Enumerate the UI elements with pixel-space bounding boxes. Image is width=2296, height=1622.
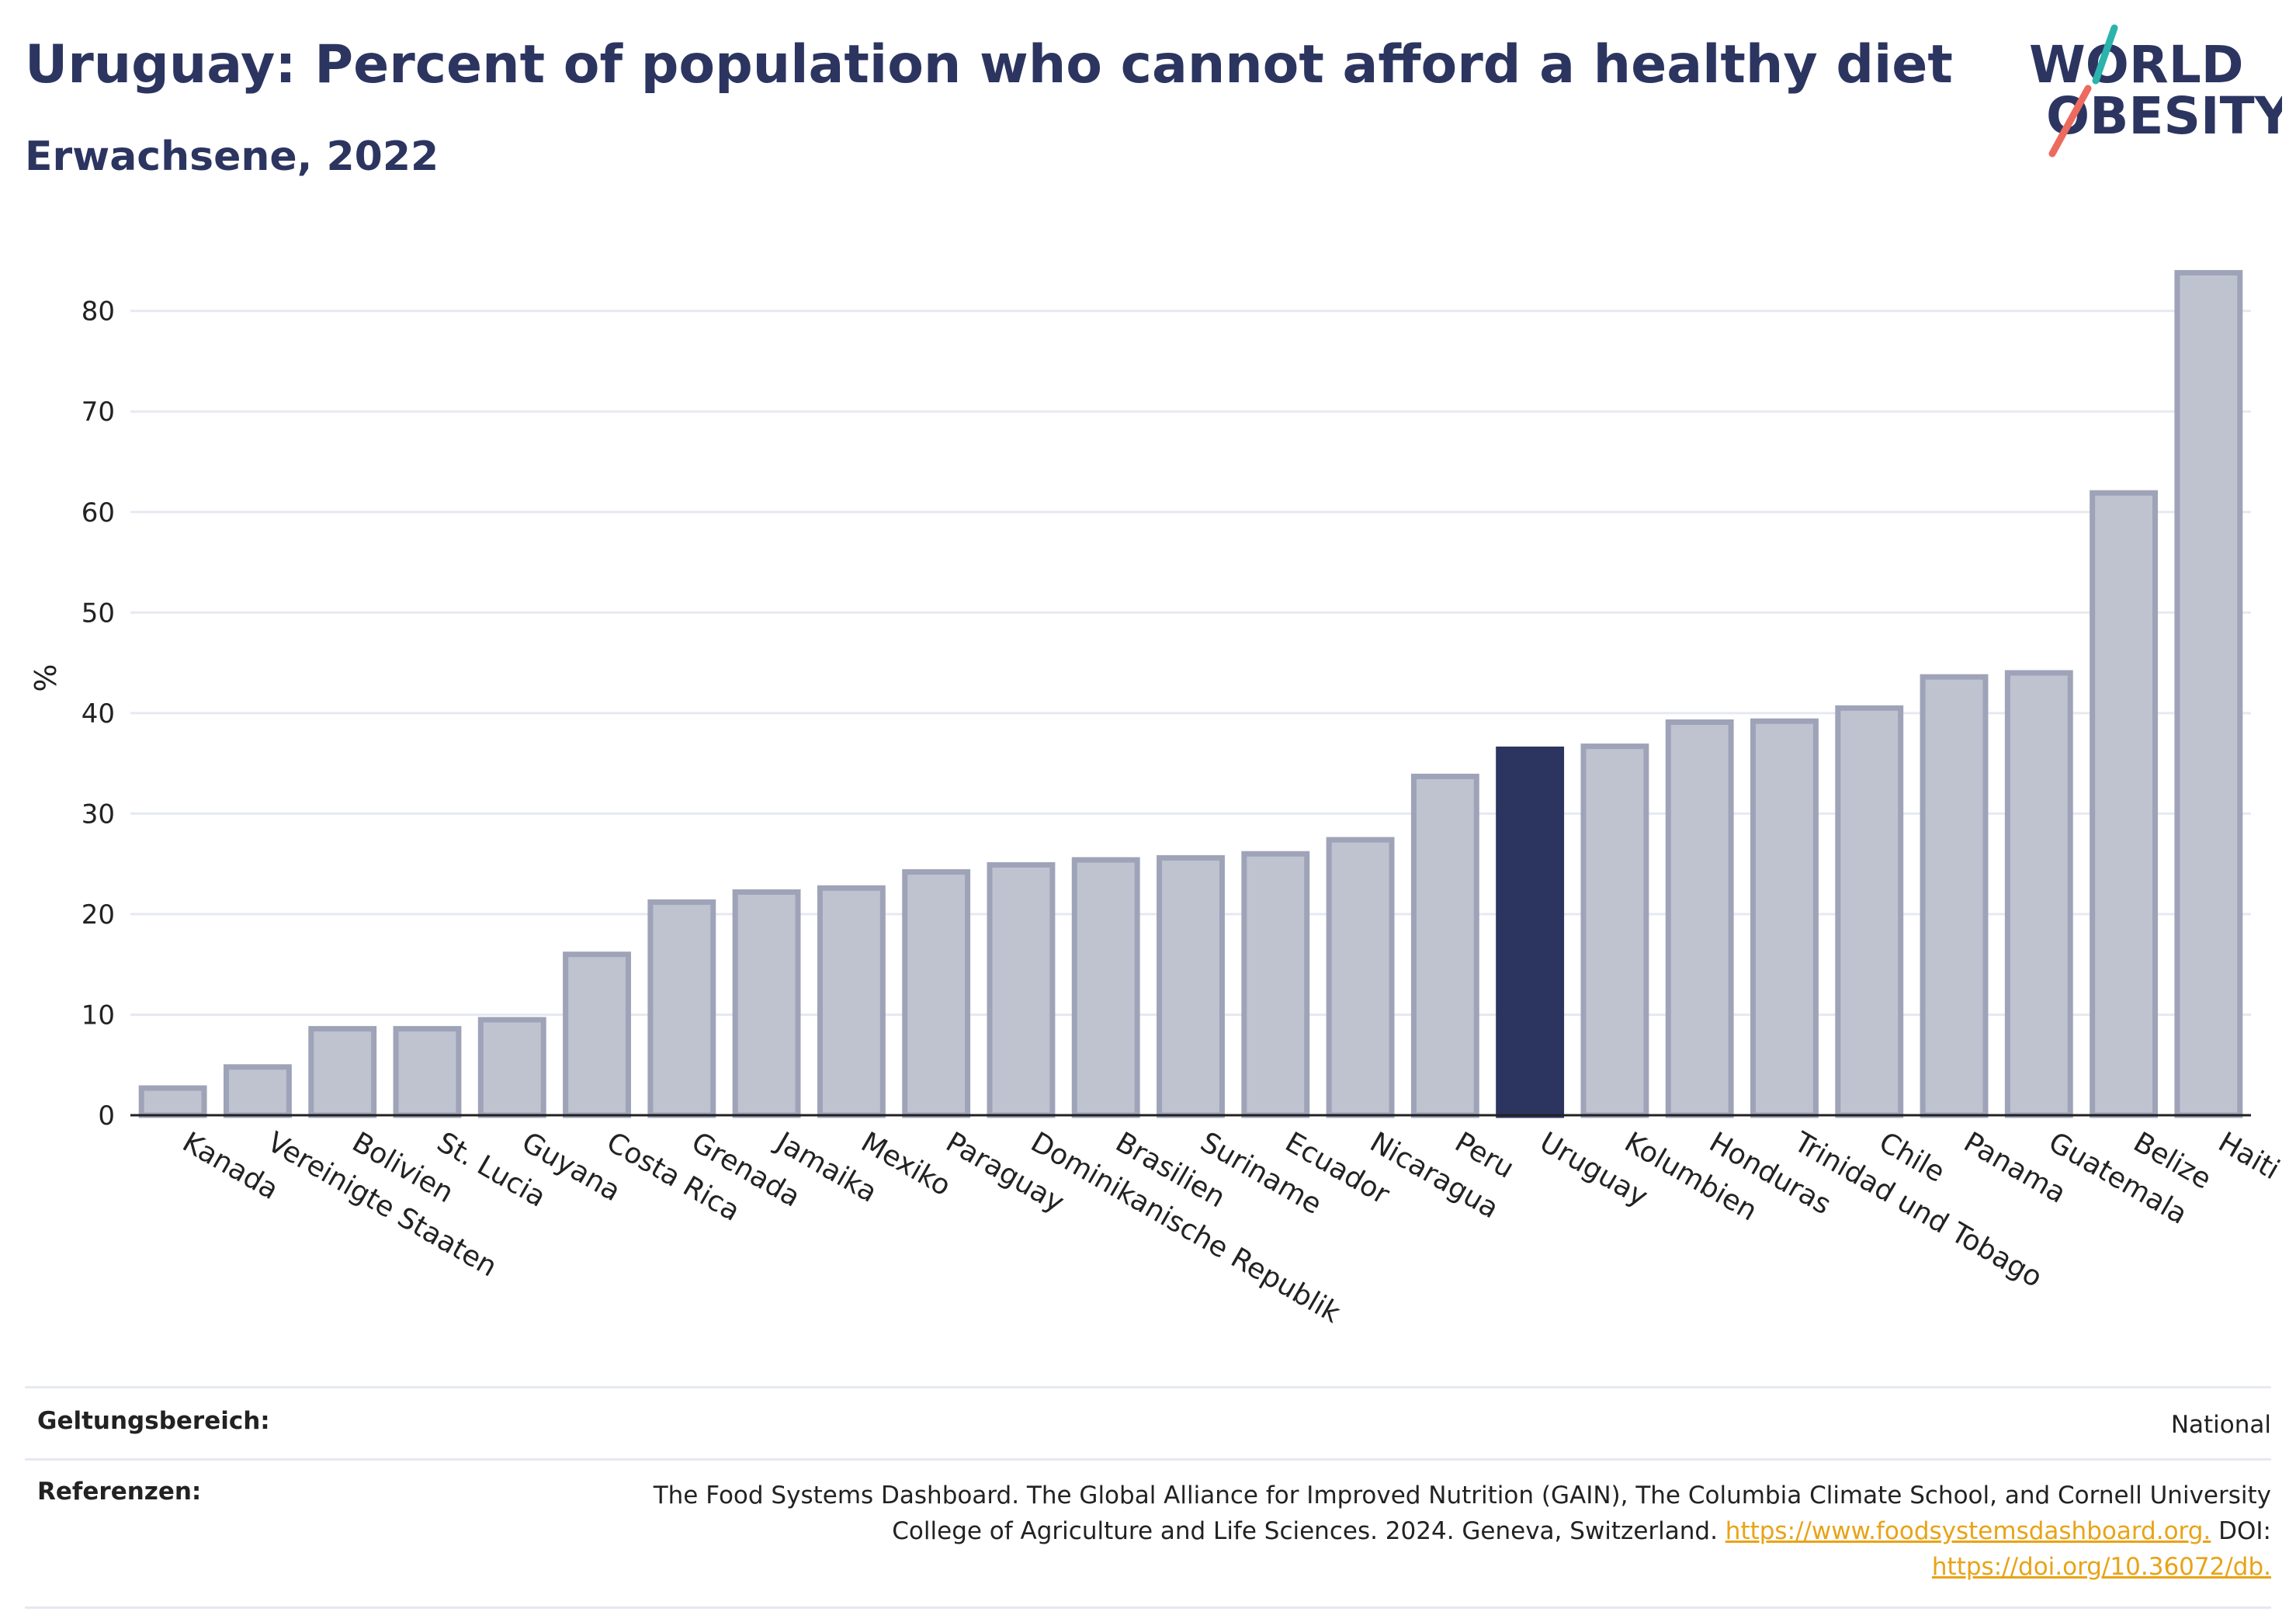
y-tick-label: 20 xyxy=(82,899,115,931)
bar xyxy=(223,1064,292,1118)
bar xyxy=(1920,674,1989,1118)
bar xyxy=(1157,854,1225,1118)
bar xyxy=(1071,857,1140,1118)
world-obesity-logo: WORLD OBESITY xyxy=(2029,24,2282,158)
references-label: Referenzen: xyxy=(37,1478,202,1506)
footer: Geltungsbereich: National Referenzen: Th… xyxy=(25,1386,2271,1609)
bar xyxy=(2174,269,2243,1118)
y-axis-label: % xyxy=(29,664,63,691)
x-tick-label: Kanada xyxy=(177,1126,283,1206)
chart-subtitle: Erwachsene, 2022 xyxy=(25,133,439,180)
bar xyxy=(1410,773,1479,1118)
scope-label: Geltungsbereich: xyxy=(37,1407,270,1435)
y-tick-label: 40 xyxy=(82,698,115,730)
references-line-1: The Food Systems Dashboard. The Global A… xyxy=(653,1482,2271,1509)
bar xyxy=(987,861,1056,1118)
bar xyxy=(1750,718,1819,1118)
y-tick-label: 80 xyxy=(82,296,115,328)
references-doi-label: DOI: xyxy=(2211,1517,2271,1545)
y-tick-label: 10 xyxy=(82,1000,115,1031)
bar xyxy=(732,889,801,1118)
y-tick-label: 50 xyxy=(82,598,115,629)
bar xyxy=(1580,743,1649,1118)
logo-word-world: WORLD xyxy=(2029,35,2244,95)
scope-value: National xyxy=(2170,1411,2271,1439)
x-tick-label: Haiti xyxy=(2213,1126,2285,1186)
references-row: Referenzen: The Food Systems Dashboard. … xyxy=(25,1458,2271,1609)
scope-row: Geltungsbereich: National xyxy=(25,1386,2271,1458)
bar xyxy=(1241,851,1310,1118)
bar xyxy=(2090,490,2159,1118)
y-tick-label: 60 xyxy=(82,497,115,529)
doi-link[interactable]: https://doi.org/10.36072/db. xyxy=(1931,1553,2271,1581)
bar xyxy=(477,1017,546,1118)
bar xyxy=(1665,719,1734,1118)
bar xyxy=(1326,837,1395,1118)
bar xyxy=(647,899,716,1118)
bar xyxy=(1496,746,1565,1118)
dashboard-link[interactable]: https://www.foodsystemsdashboard.org. xyxy=(1725,1517,2211,1545)
y-tick-label: 30 xyxy=(82,799,115,830)
references-text: The Food Systems Dashboard. The Global A… xyxy=(654,1478,2271,1585)
logo-slash-teal xyxy=(2092,24,2118,85)
bar xyxy=(393,1026,462,1118)
bar xyxy=(138,1085,207,1118)
bar xyxy=(2004,670,2073,1118)
y-tick-label: 0 xyxy=(98,1100,115,1132)
chart-title: Uruguay: Percent of population who canno… xyxy=(25,34,1953,95)
bar xyxy=(817,885,886,1118)
bar xyxy=(902,869,971,1118)
logo-slash-coral xyxy=(2048,85,2092,158)
bar xyxy=(308,1026,377,1118)
bar xyxy=(563,951,631,1118)
bar xyxy=(1835,705,1904,1118)
y-tick-label: 70 xyxy=(82,397,115,428)
references-line-2: College of Agriculture and Life Sciences… xyxy=(892,1517,1725,1545)
